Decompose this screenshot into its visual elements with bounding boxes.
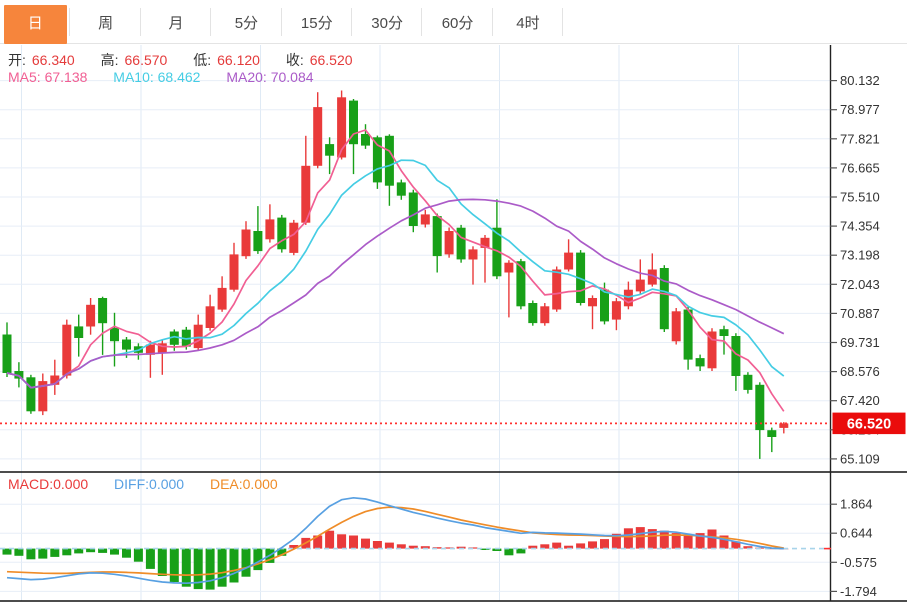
close-value: 66.520 (309, 52, 353, 68)
candlestick-chart[interactable]: 80.132 78.977 77.821 76.665 75.510 74.354 73.1… (0, 44, 907, 603)
tab-label: 周 (98, 14, 114, 32)
ma20-readout: MA20: 70.084 (226, 69, 314, 85)
svg-text:66.520: 66.520 (847, 416, 891, 432)
svg-text:68.576: 68.576 (840, 364, 880, 379)
tab-interval-3[interactable]: 5分 (211, 0, 282, 44)
svg-text:73.198: 73.198 (840, 248, 880, 263)
svg-text:-1.794: -1.794 (840, 584, 877, 599)
tab-label: 日 (27, 14, 43, 32)
active-tab-highlight (4, 5, 68, 44)
svg-text:1.864: 1.864 (840, 497, 873, 512)
svg-text:-0.575: -0.575 (840, 555, 877, 570)
tab-interval-5[interactable]: 30分 (352, 0, 423, 44)
close-label: 收: (285, 52, 304, 68)
ma10-readout: MA10: 68.462 (113, 69, 201, 85)
high-value: 66.570 (124, 52, 168, 68)
svg-text:69.731: 69.731 (840, 335, 880, 350)
svg-text:75.510: 75.510 (840, 190, 880, 205)
svg-text:77.821: 77.821 (840, 131, 880, 146)
open-value: 66.340 (31, 52, 75, 68)
low-label: 低: (193, 52, 212, 68)
tab-interval-2[interactable]: 月 (141, 0, 212, 44)
high-label: 高: (100, 52, 119, 68)
dea-value: DEA:0.000 (209, 476, 278, 492)
svg-text:72.043: 72.043 (840, 277, 880, 292)
tab-label: 60分 (441, 14, 474, 32)
svg-text:74.354: 74.354 (840, 219, 880, 234)
diff-value: DIFF:0.000 (114, 476, 185, 492)
ohlc-readout: 开: 66.340 高: 66.570 低: 66.120 收: 66.520 (8, 50, 359, 70)
svg-text:80.132: 80.132 (840, 73, 880, 88)
macd-value: MACD:0.000 (8, 476, 89, 492)
tab-label: 30分 (371, 14, 403, 32)
tab-interval-7[interactable]: 4时 (493, 0, 564, 44)
ma-readout: MA5: 67.138 MA10: 68.462 MA20: 70.084 (8, 69, 320, 85)
tab-interval-0[interactable]: 日 (0, 0, 71, 44)
interval-tabbar: 日 周 月 5分 15分 30分 60分 4时 (0, 0, 907, 44)
open-label: 开: (8, 52, 26, 68)
svg-text:76.665: 76.665 (840, 160, 880, 175)
macd-readout: MACD:0.000 DIFF:0.000 DEA:0.000 (8, 476, 284, 492)
tab-label: 月 (168, 14, 184, 32)
tab-label: 5分 (234, 14, 259, 32)
tab-interval-6[interactable]: 60分 (422, 0, 494, 44)
tab-interval-1[interactable]: 周 (70, 0, 142, 44)
svg-text:70.887: 70.887 (840, 306, 880, 321)
tab-label: 4时 (516, 14, 540, 32)
ma5-readout: MA5: 67.138 (8, 69, 88, 85)
tab-label: 15分 (300, 14, 333, 32)
low-value: 66.120 (217, 52, 260, 68)
svg-text:67.420: 67.420 (840, 393, 880, 408)
tab-interval-4[interactable]: 15分 (282, 0, 353, 44)
svg-text:65.109: 65.109 (840, 451, 880, 466)
svg-text:78.977: 78.977 (840, 102, 880, 117)
svg-text:0.644: 0.644 (840, 526, 873, 541)
